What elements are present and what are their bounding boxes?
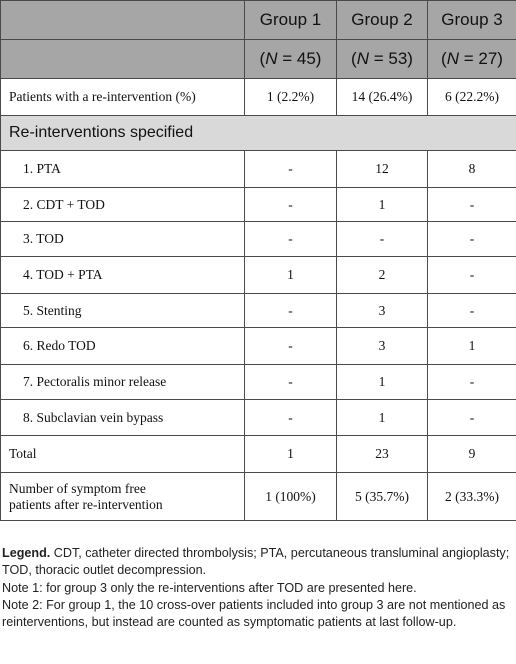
cell-group-3: -	[427, 256, 516, 294]
header-n-group-2: (N = 53)	[336, 39, 428, 79]
cell-group-2: 1	[336, 364, 428, 400]
cell-group-2: 23	[336, 435, 428, 473]
table-row: 5. Stenting - 3 -	[0, 293, 516, 328]
header-blank-cell	[0, 0, 245, 40]
row-label: 1. PTA	[0, 150, 245, 188]
note-2: Note 2: For group 1, the 10 cross-over p…	[2, 597, 506, 630]
section-title: Re-interventions specified	[0, 115, 516, 151]
row-label: 2. CDT + TOD	[0, 187, 245, 222]
cell-group-1: -	[244, 293, 337, 328]
row-label: Total	[0, 435, 245, 473]
cell-group-1: -	[244, 221, 337, 257]
cell-group-1: 1 (2.2%)	[244, 78, 337, 116]
cell-group-3: -	[427, 364, 516, 400]
header-blank-cell-2	[0, 39, 245, 79]
table-row: 6. Redo TOD - 3 1	[0, 327, 516, 365]
table-row: 8. Subclavian vein bypass - 1 -	[0, 399, 516, 436]
table-row-total: Total 1 23 9	[0, 435, 516, 473]
cell-group-3: 2 (33.3%)	[427, 472, 516, 521]
cell-group-2: 3	[336, 327, 428, 365]
cell-group-1: -	[244, 327, 337, 365]
row-label: 8. Subclavian vein bypass	[0, 399, 245, 436]
cell-group-2: -	[336, 221, 428, 257]
header-row-n: (N = 45) (N = 53) (N = 27)	[0, 39, 516, 79]
cell-group-3: -	[427, 221, 516, 257]
cell-group-1: -	[244, 364, 337, 400]
cell-group-2: 3	[336, 293, 428, 328]
legend-text: CDT, catheter directed thrombolysis; PTA…	[2, 546, 510, 578]
table-row: 4. TOD + PTA 1 2 -	[0, 256, 516, 294]
legend: Legend. CDT, catheter directed thromboly…	[2, 545, 514, 580]
cell-group-3: -	[427, 399, 516, 436]
cell-group-1: 1 (100%)	[244, 472, 337, 521]
cell-group-3: 6 (22.2%)	[427, 78, 516, 116]
cell-group-3: 1	[427, 327, 516, 365]
row-label: 5. Stenting	[0, 293, 245, 328]
table-row-symptom-free: Number of symptom free patients after re-…	[0, 472, 516, 521]
cell-group-3: -	[427, 187, 516, 222]
cell-group-3: -	[427, 293, 516, 328]
header-group-1: Group 1	[244, 0, 337, 40]
cell-group-1: -	[244, 150, 337, 188]
cell-group-3: 8	[427, 150, 516, 188]
cell-group-2: 14 (26.4%)	[336, 78, 428, 116]
table-row: 7. Pectoralis minor release - 1 -	[0, 364, 516, 400]
row-label: 7. Pectoralis minor release	[0, 364, 245, 400]
cell-group-2: 5 (35.7%)	[336, 472, 428, 521]
header-n-group-1: (N = 45)	[244, 39, 337, 79]
row-label: 4. TOD + PTA	[0, 256, 245, 294]
section-row: Re-interventions specified	[0, 115, 516, 151]
cell-group-2: 1	[336, 399, 428, 436]
cell-group-1: 1	[244, 256, 337, 294]
table-notes: Legend. CDT, catheter directed thromboly…	[2, 545, 514, 631]
row-label-line2: patients after re-intervention	[9, 496, 163, 512]
legend-head: Legend.	[2, 546, 51, 560]
header-group-3: Group 3	[427, 0, 516, 40]
header-row-groups: Group 1 Group 2 Group 3	[0, 0, 516, 40]
row-label: Patients with a re-intervention (%)	[0, 78, 245, 116]
table-row: 1. PTA - 12 8	[0, 150, 516, 188]
cell-group-2: 12	[336, 150, 428, 188]
table-row: 3. TOD - - -	[0, 221, 516, 257]
cell-group-2: 1	[336, 187, 428, 222]
row-label-line1: Number of symptom free	[9, 480, 146, 496]
cell-group-2: 2	[336, 256, 428, 294]
cell-group-3: 9	[427, 435, 516, 473]
row-label: 6. Redo TOD	[0, 327, 245, 365]
results-table: Group 1 Group 2 Group 3 (N = 45) (N = 53…	[0, 0, 516, 521]
table-row: 2. CDT + TOD - 1 -	[0, 187, 516, 222]
row-label: 3. TOD	[0, 221, 245, 257]
cell-group-1: -	[244, 187, 337, 222]
header-group-2: Group 2	[336, 0, 428, 40]
header-n-group-3: (N = 27)	[427, 39, 516, 79]
table-row-reintervention: Patients with a re-intervention (%) 1 (2…	[0, 78, 516, 116]
cell-group-1: -	[244, 399, 337, 436]
cell-group-1: 1	[244, 435, 337, 473]
note-1: Note 1: for group 3 only the re-interven…	[2, 580, 417, 595]
row-label: Number of symptom free patients after re-…	[0, 472, 245, 521]
